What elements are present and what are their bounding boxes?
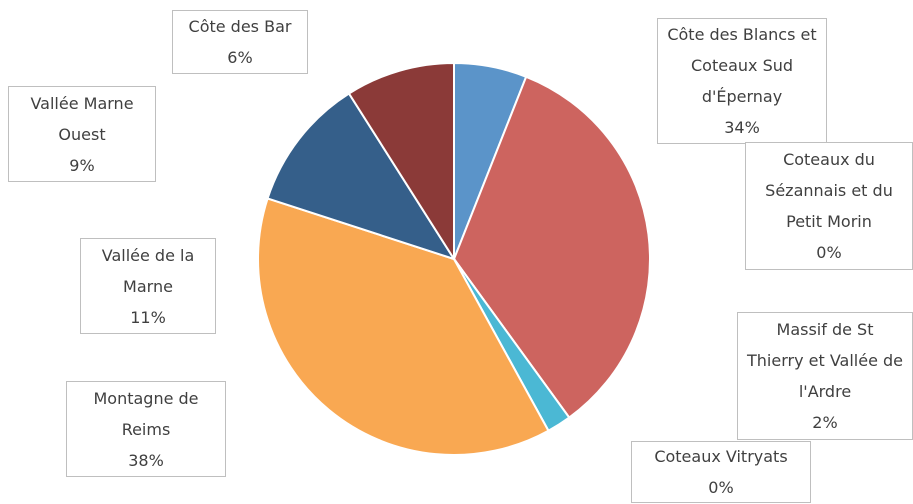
data-label: Coteaux Vitryats 0% xyxy=(631,441,811,503)
data-label: Coteaux du Sézannais et du Petit Morin 0% xyxy=(745,142,913,270)
value-label: 0% xyxy=(816,243,842,262)
category-name: Coteaux du Sézannais et du Petit Morin xyxy=(765,150,893,231)
data-label: Côte des Bar 6% xyxy=(172,10,308,74)
pie-slice xyxy=(266,92,457,261)
category-name: Massif de St Thierry et Vallée de l'Ardr… xyxy=(746,320,903,401)
category-name: Coteaux Vitryats xyxy=(654,447,788,466)
category-name: Vallée Marne Ouest xyxy=(30,93,134,144)
category-name: Vallée de la Marne xyxy=(101,245,195,296)
data-label: Côte des Blancs et Coteaux Sud d'Épernay… xyxy=(657,18,827,144)
value-label: 34% xyxy=(724,118,760,137)
value-label: 11% xyxy=(130,307,166,327)
data-label: Vallée Marne Ouest 9% xyxy=(8,86,156,182)
value-label: 2% xyxy=(812,413,838,432)
category-name: Montagne de Reims xyxy=(93,388,199,439)
value-label: 9% xyxy=(69,155,95,175)
pie-slice xyxy=(452,75,651,419)
data-label: Massif de St Thierry et Vallée de l'Ardr… xyxy=(737,312,913,440)
data-label: Montagne de Reims 38% xyxy=(66,381,226,477)
pie-slice xyxy=(257,197,550,456)
data-label: Vallée de la Marne 11% xyxy=(80,238,216,334)
category-name: Côte des Bar xyxy=(188,17,292,36)
pie-slice xyxy=(347,61,455,263)
value-label: 0% xyxy=(708,478,734,497)
category-name: Côte des Blancs et Coteaux Sud d'Épernay xyxy=(667,25,817,106)
value-label: 6% xyxy=(227,48,253,67)
value-label: 38% xyxy=(128,450,164,470)
